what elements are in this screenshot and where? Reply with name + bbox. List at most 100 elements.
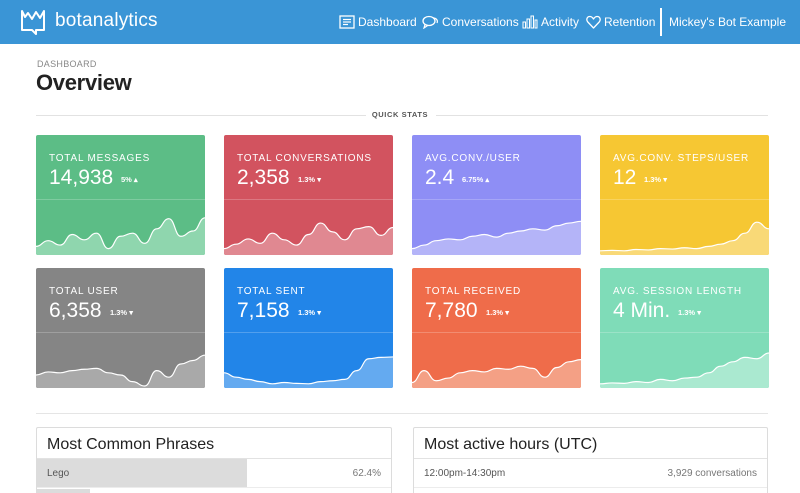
stat-card-avg-conv-steps-user[interactable]: AVG.CONV. STEPS/USER 12 1.3% ▾: [600, 135, 769, 255]
phrase-row[interactable]: Lego 62.4%: [37, 459, 391, 487]
stat-card-divider: [36, 332, 205, 333]
sparkline-area: [600, 222, 769, 255]
stat-card-divider: [36, 199, 205, 200]
sparkline-line: [224, 356, 393, 385]
sparkline-line: [36, 217, 205, 250]
arrow-down-icon: ▾: [315, 308, 321, 317]
nav-retention[interactable]: Retention: [586, 0, 655, 44]
stat-sparkline: [224, 356, 393, 388]
stat-card-avg-session-length[interactable]: AVG. SESSION LENGTH 4 Min. 1.3% ▾: [600, 268, 769, 388]
panel-divider: [37, 458, 391, 459]
active-hours-panel: Most active hours (UTC) 12:00pm-14:30pm …: [413, 427, 768, 493]
sparkline-area: [412, 359, 581, 388]
stat-sparkline: [224, 222, 393, 255]
phrase-share-bar: [37, 459, 247, 487]
account-selector[interactable]: Mickey's Bot Example: [669, 15, 786, 29]
stat-card-total-sent[interactable]: TOTAL SENT 7,158 1.3% ▾: [224, 268, 393, 388]
stat-card-total-received[interactable]: TOTAL RECEIVED 7,780 1.3% ▾: [412, 268, 581, 388]
stat-value: 2.4: [425, 166, 455, 189]
sparkline-line: [36, 354, 205, 387]
stat-value: 6,358: [49, 299, 102, 322]
stat-card-total-user[interactable]: TOTAL USER 6,358 1.3% ▾: [36, 268, 205, 388]
app-name: botanalytics: [55, 10, 158, 31]
quick-stats-divider-right: [436, 115, 768, 116]
stat-delta-value: 5%: [121, 175, 132, 184]
nav-dashboard[interactable]: Dashboard: [339, 0, 417, 44]
stat-card-divider: [224, 332, 393, 333]
phrase-percent: 62.4%: [352, 468, 381, 479]
nav-conversations[interactable]: Conversations: [422, 0, 519, 44]
stat-card-avg-conv-user[interactable]: AVG.CONV./USER 2.4 6.75% ▴: [412, 135, 581, 255]
nav-conversations-label: Conversations: [442, 15, 519, 29]
stat-label: TOTAL MESSAGES: [49, 153, 151, 164]
stat-sparkline: [412, 220, 581, 255]
stat-delta-value: 1.3%: [298, 308, 316, 317]
stat-card-total-messages[interactable]: TOTAL MESSAGES 14,938 5% ▴: [36, 135, 205, 255]
nav-dashboard-label: Dashboard: [358, 15, 417, 29]
stat-delta-value: 1.3%: [298, 175, 316, 184]
stat-delta: 1.3% ▾: [298, 308, 321, 317]
stat-delta-value: 6.75%: [462, 175, 484, 184]
sparkline-line: [600, 221, 769, 252]
arrow-down-icon: ▾: [695, 308, 701, 317]
stat-label: AVG.CONV. STEPS/USER: [613, 153, 750, 164]
stat-card-divider: [600, 332, 769, 333]
botanalytics-logo-icon: [21, 10, 45, 35]
page-title: Overview: [36, 70, 132, 95]
nav-activity[interactable]: Activity: [522, 0, 579, 44]
active-hour-count: 3,929 conversations: [667, 468, 757, 479]
quick-stats-label: QUICK STATS: [371, 110, 429, 119]
arrow-up-icon: ▴: [483, 175, 490, 184]
stat-card-divider: [412, 332, 581, 333]
active-hour-row[interactable]: 12:00pm-14:30pm 3,929 conversations: [414, 459, 767, 487]
stat-value: 7,780: [425, 299, 478, 322]
nav-activity-label: Activity: [541, 15, 580, 29]
row-divider: [414, 487, 767, 488]
sparkline-line: [224, 222, 393, 250]
common-phrases-panel: Most Common Phrases Lego 62.4%: [36, 427, 392, 493]
nav-divider: [660, 8, 662, 36]
sparkline-area: [224, 356, 393, 388]
stat-value: 12: [613, 166, 637, 189]
arrow-down-icon: ▾: [127, 308, 133, 317]
chat-bubbles-icon: [422, 15, 438, 29]
stat-value: 7,158: [237, 299, 290, 322]
stat-value: 4 Min.: [613, 299, 671, 322]
sparkline-line: [412, 359, 581, 384]
stat-delta-value: 1.3%: [486, 308, 504, 317]
stat-delta: 1.3% ▾: [486, 308, 509, 317]
stat-delta: 1.3% ▾: [678, 308, 701, 317]
stat-label: TOTAL RECEIVED: [425, 286, 522, 297]
stat-value: 14,938: [49, 166, 114, 189]
top-navigation-bar: botanalytics Dashboard Conversations Act…: [0, 0, 800, 44]
heart-icon: [586, 15, 601, 29]
active-hour-range: 12:00pm-14:30pm: [424, 468, 506, 479]
sparkline-area: [600, 353, 769, 388]
stat-sparkline: [600, 352, 769, 388]
stat-delta: 6.75% ▴: [462, 175, 489, 184]
stat-label: TOTAL SENT: [237, 286, 306, 297]
sparkline-line: [600, 352, 769, 385]
phrase-share-bar-next: [37, 489, 90, 493]
sparkline-line: [412, 220, 581, 250]
stat-delta: 1.3% ▾: [644, 175, 667, 184]
section-divider: [36, 413, 768, 414]
arrow-down-icon: ▾: [315, 175, 321, 184]
arrow-down-icon: ▾: [503, 308, 509, 317]
panel-divider: [414, 458, 767, 459]
stat-label: TOTAL CONVERSATIONS: [237, 153, 372, 164]
stat-label: TOTAL USER: [49, 286, 119, 297]
phrase-text: Lego: [47, 468, 70, 479]
stat-card-total-conversations[interactable]: TOTAL CONVERSATIONS 2,358 1.3% ▾: [224, 135, 393, 255]
active-hours-title: Most active hours (UTC): [424, 436, 598, 453]
stat-card-divider: [224, 199, 393, 200]
dashboard-icon: [339, 15, 355, 29]
stat-delta-value: 1.3%: [644, 175, 662, 184]
stat-delta: 1.3% ▾: [298, 175, 321, 184]
stat-label: AVG.CONV./USER: [425, 153, 521, 164]
nav-retention-label: Retention: [604, 15, 656, 29]
stat-delta-value: 1.3%: [110, 308, 128, 317]
stat-value: 2,358: [237, 166, 290, 189]
stat-card-divider: [600, 199, 769, 200]
brand[interactable]: botanalytics: [18, 6, 158, 36]
